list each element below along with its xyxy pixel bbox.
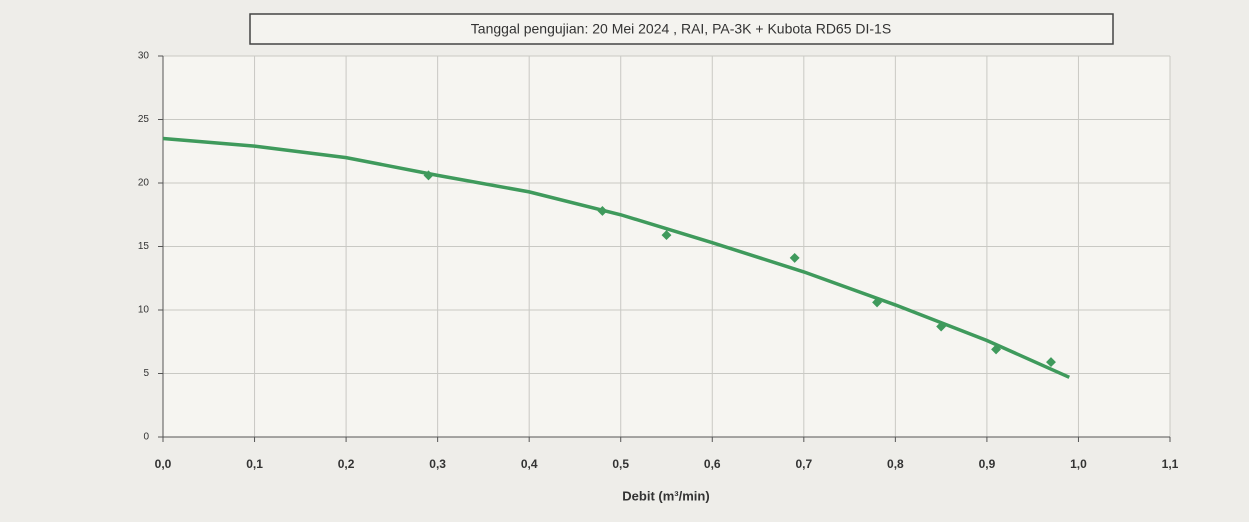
chart-title: Tanggal pengujian: 20 Mei 2024 , RAI, PA… bbox=[471, 21, 891, 37]
x-tick-label: 0,3 bbox=[429, 457, 446, 471]
x-tick-label: 0,5 bbox=[612, 457, 629, 471]
y-tick-label: 25 bbox=[138, 114, 150, 125]
data-point bbox=[661, 230, 672, 241]
y-tick-label: 0 bbox=[143, 432, 149, 443]
y-tick-label: 5 bbox=[143, 368, 149, 379]
x-tick-label: 0,1 bbox=[246, 457, 263, 471]
x-axis-label: Debit (m³/min) bbox=[622, 488, 709, 503]
x-tick-label: 0,8 bbox=[887, 457, 904, 471]
x-tick-label: 0,0 bbox=[155, 457, 172, 471]
x-tick-label: 0,4 bbox=[521, 457, 538, 471]
data-point bbox=[1046, 357, 1056, 368]
x-tick-label: 1,1 bbox=[1162, 457, 1179, 471]
y-tick-label: 30 bbox=[138, 51, 150, 62]
x-tick-label: 0,7 bbox=[795, 457, 812, 471]
x-tick-label: 0,2 bbox=[338, 457, 355, 471]
y-tick-label: 20 bbox=[138, 178, 150, 189]
y-tick-label: 15 bbox=[138, 241, 150, 252]
x-tick-label: 0,6 bbox=[704, 457, 721, 471]
fit-line bbox=[162, 136, 1071, 379]
y-tick-label: 10 bbox=[138, 305, 150, 316]
x-tick-label: 0,9 bbox=[979, 457, 996, 471]
data-point bbox=[789, 252, 800, 263]
title-box bbox=[249, 13, 1114, 45]
x-tick-label: 1,0 bbox=[1070, 457, 1087, 471]
